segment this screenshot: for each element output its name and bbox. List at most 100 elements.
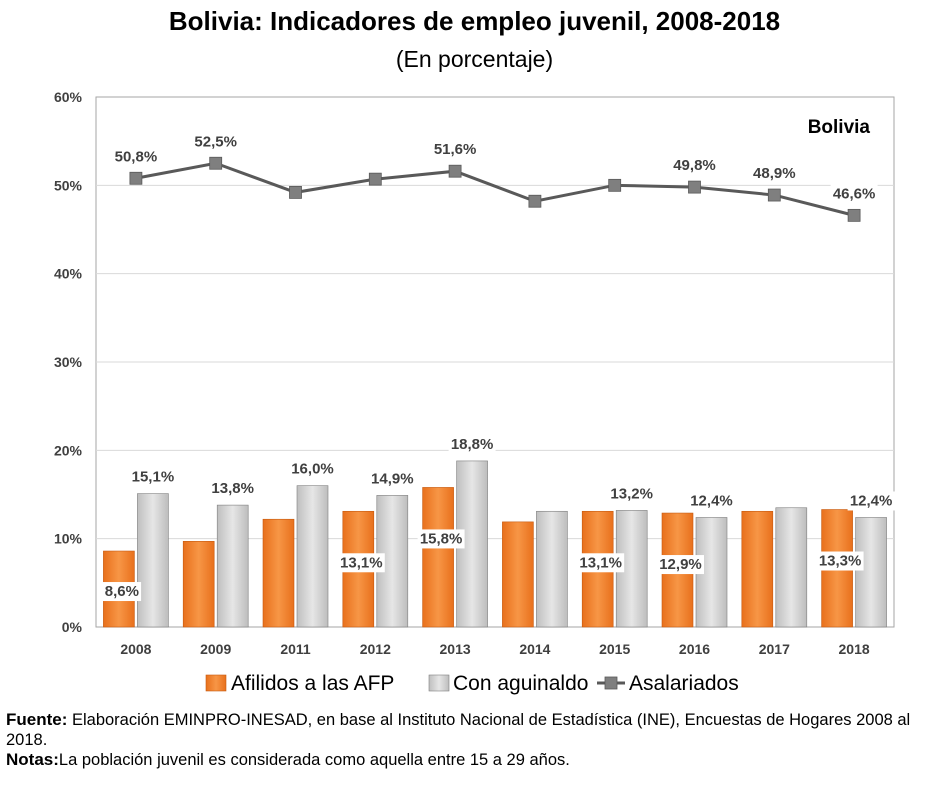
data-label-bg [368,469,416,489]
y-tick-label: 40% [54,266,83,282]
y-tick-label: 60% [54,89,83,105]
data-label-bg [417,529,465,549]
line-marker [608,178,622,192]
data-label: 8,6% [105,583,139,600]
data-label: 13,1% [340,554,383,571]
data-label: 12,9% [659,556,702,573]
data-label-bg [289,459,336,479]
data-label: 15,8% [420,530,463,547]
line-marker [847,208,861,222]
data-label: 13,2% [610,485,653,502]
data-label: 12,4% [690,492,733,509]
legend-label-asalariados: Asalariados [629,672,739,695]
data-labels: 8,6% 15,1% 13,8% 16,0% 13,1% 14,9% 15,8% 18,8% 1… [102,132,895,602]
data-label: 49,8% [673,157,716,174]
notes-block: Fuente: Elaboración EMINPRO-INESAD, en b… [6,710,946,770]
bar-aguinaldo [296,485,329,628]
bar-afp [182,541,215,628]
y-axis-ticks: 0% 10% 20% 30% 40% 50% 60% [54,89,83,635]
data-label: 50,8% [115,148,158,165]
line-series [129,156,861,222]
line-marker [368,172,382,186]
bar-afp [502,521,534,628]
y-tick-label: 50% [54,177,83,193]
data-label: 18,8% [451,436,494,453]
line-marker [528,194,542,208]
data-label-bg [657,555,704,575]
data-label-bg [209,479,257,499]
legend-swatch-aguinaldo [428,674,450,692]
x-tick-label: 2016 [679,641,710,657]
line-marker [448,164,462,178]
panel-label: Bolivia [808,117,871,138]
bar-afp [262,518,295,628]
data-label-bg [671,156,718,176]
y-tick-label: 10% [54,531,83,547]
data-label-bg [112,147,160,167]
data-label-bg [431,140,479,160]
source-line: Fuente: Elaboración EMINPRO-INESAD, en b… [6,710,946,750]
line-marker [129,171,143,185]
bar-afp [422,487,454,628]
data-label: 51,6% [434,141,477,158]
bar-aguinaldo [855,517,887,628]
line-marker [767,188,781,202]
x-tick-label: 2017 [759,641,790,657]
x-tick-label: 2013 [440,641,471,657]
bar-aguinaldo [536,510,568,628]
bar-afp [741,510,774,628]
x-tick-label: 2011 [280,641,311,657]
data-label-bg [816,551,864,571]
y-tick-label: 30% [54,354,83,370]
x-tick-label: 2012 [360,641,391,657]
data-label-bg [337,553,385,573]
data-label-bg [830,184,878,204]
chart-title: Bolivia: Indicadores de empleo juvenil, … [168,6,781,36]
data-label-bg [102,582,142,602]
legend-label-aguinaldo: Con aguinaldo [453,672,588,695]
y-tick-label: 0% [62,619,83,635]
y-tick-label: 20% [54,442,83,458]
chart-subtitle: (En porcentaje) [395,46,554,72]
data-label-bg [577,553,625,573]
data-label: 13,1% [579,554,622,571]
legend-marker-asalariados [604,676,618,690]
line-marker [289,185,302,199]
line-asalariados [135,161,855,217]
data-label-bg [688,491,735,511]
legend-label-afp: Afilidos a las AFP [231,672,394,695]
data-label: 48,9% [753,165,796,182]
data-label: 16,0% [291,461,334,478]
data-label: 14,9% [371,470,414,487]
data-label: 15,1% [132,469,175,486]
bar-aguinaldo [775,507,808,628]
legend: Afilidos a las AFP Con aguinaldo Asalariad… [205,672,739,695]
data-label-bg [750,164,798,184]
x-tick-label: 2009 [200,641,231,657]
legend-swatch-afp [205,674,227,692]
x-tick-label: 2015 [599,641,630,657]
bar-aguinaldo [216,504,249,628]
data-label-bg [608,484,656,504]
source-text: Elaboración EMINPRO-INESAD, en base al I… [6,711,911,749]
chart-area: 0% 10% 20% 30% 40% 50% 60% 2008 2009 2011 2012 201… [54,89,895,695]
data-label-bg [192,132,240,152]
x-tick-label: 2014 [519,641,550,657]
data-label-bg [448,434,496,454]
data-label: 13,8% [211,480,254,497]
x-axis-ticks: 2008 2009 2011 2012 2013 2014 2015 2016 2017 2018 [120,641,870,657]
line-marker [209,156,223,170]
source-label: Fuente: [6,710,68,729]
bar-aguinaldo [137,493,169,628]
x-tick-label: 2018 [839,641,870,657]
line-marker [688,180,701,194]
data-label-bg [129,467,177,487]
data-label: 12,4% [850,492,893,509]
notes-text: La población juvenil es considerada como… [58,751,570,769]
notes-line: Notas:La población juvenil es considerad… [6,750,946,770]
data-label: 52,5% [194,133,237,150]
data-label: 46,6% [833,185,876,202]
notes-label: Notas: [6,750,59,769]
data-label-bg [847,491,895,511]
x-tick-label: 2008 [120,641,151,657]
